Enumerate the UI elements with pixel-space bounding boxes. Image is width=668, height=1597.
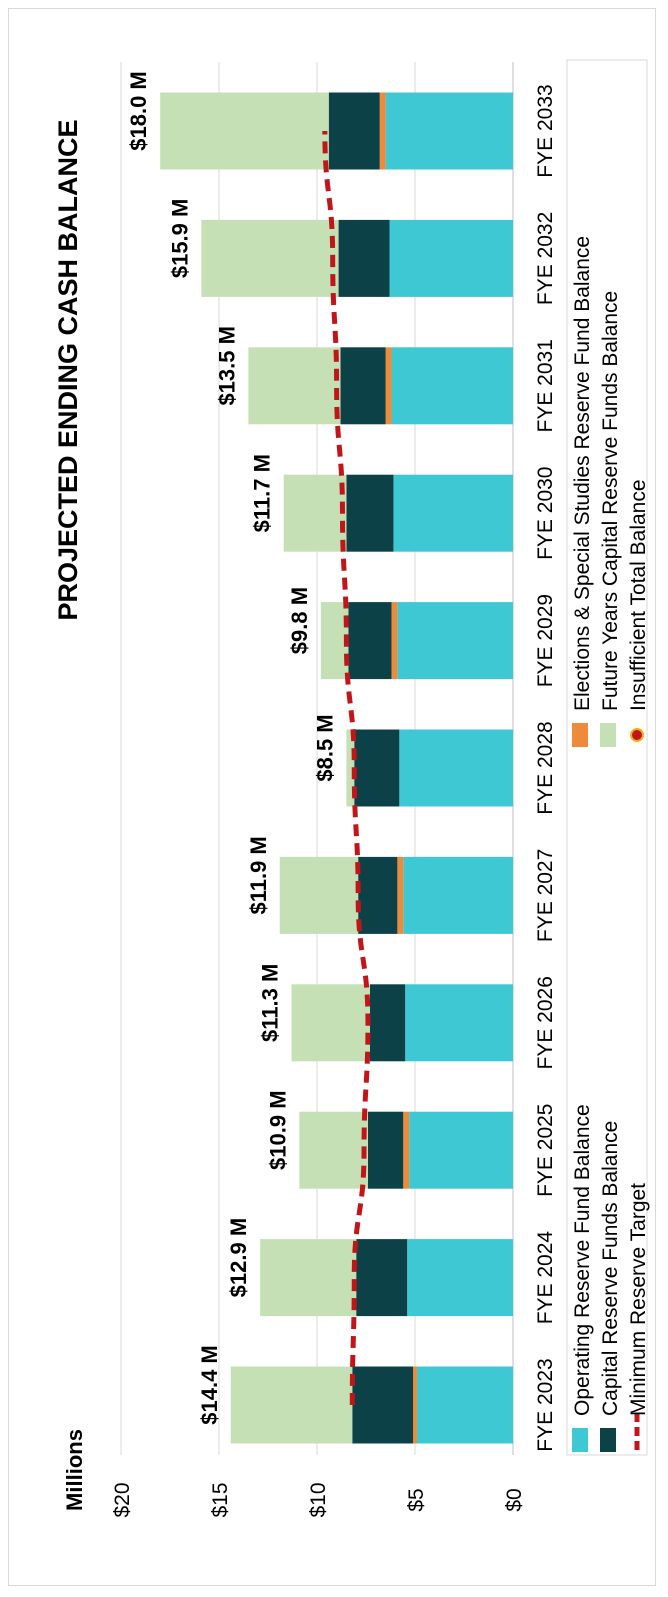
bar-segment — [416, 1366, 513, 1444]
x-tick-label: FYE 2031 — [534, 339, 557, 432]
legend-swatch — [572, 1428, 588, 1452]
data-label: $18.0 M — [126, 71, 151, 151]
x-tick-label: FYE 2032 — [534, 212, 557, 305]
legend-label: Insufficient Total Balance — [627, 479, 650, 711]
bar-segment — [299, 1111, 368, 1189]
x-tick-label: FYE 2027 — [534, 849, 557, 942]
data-label: $8.5 M — [312, 714, 337, 781]
bar-segment — [346, 474, 394, 552]
chart-text: $0 $5 $10 $15 $20 Millions PROJECTED ENDING CA… — [53, 71, 557, 1517]
data-label: $11.9 M — [246, 836, 271, 914]
bar-segment — [328, 92, 380, 170]
x-tick-label: FYE 2029 — [534, 594, 557, 687]
bar-segment — [369, 984, 406, 1062]
bar-segment — [348, 602, 392, 680]
bar-segment — [385, 347, 392, 425]
y-tick-label: $10 — [307, 1482, 330, 1517]
x-tick-label: FYE 2025 — [534, 1103, 557, 1196]
bar-segment — [338, 219, 390, 297]
data-label: $9.8 M — [287, 587, 312, 654]
legend-swatch — [600, 1428, 616, 1452]
x-tick-label: FYE 2028 — [534, 721, 557, 814]
bar-segment — [389, 219, 513, 297]
data-label: $13.5 M — [214, 326, 239, 406]
bar-segment — [385, 92, 513, 170]
legend: Operating Reserve Fund Balance Capital Re… — [566, 59, 650, 1456]
bar-segment — [160, 92, 329, 170]
stacked-bars — [160, 92, 513, 1444]
bar-segment — [409, 1111, 513, 1189]
data-label: $11.7 M — [250, 454, 275, 532]
legend-label: Future Years Capital Reserve Funds Balan… — [599, 291, 622, 711]
x-tick-label: FYE 2030 — [534, 466, 557, 559]
bar-segment — [201, 219, 339, 297]
bar-segment — [279, 856, 359, 934]
legend-label: Elections & Special Studies Reserve Fund… — [571, 236, 594, 711]
x-tick-label: FYE 2024 — [534, 1231, 557, 1325]
legend-swatch — [600, 723, 616, 747]
bar-segment — [358, 856, 398, 934]
bar-segment — [320, 602, 349, 680]
bar-segment — [403, 1111, 410, 1189]
bar-segment — [413, 1366, 417, 1444]
y-tick-label: $0 — [503, 1488, 526, 1511]
bar-segment — [260, 1239, 357, 1317]
bar-segment — [393, 474, 513, 552]
bar-segment — [356, 1239, 408, 1317]
data-label: $11.3 M — [258, 964, 283, 1042]
bar-segment — [248, 347, 341, 425]
y-axis-title: Millions — [62, 1429, 87, 1511]
data-label: $15.9 M — [167, 199, 192, 279]
bar-segment — [405, 984, 513, 1062]
y-tick-label: $5 — [405, 1488, 428, 1511]
bar-segment — [283, 474, 347, 552]
series-line — [322, 130, 371, 1406]
bar-segment — [379, 92, 386, 170]
bar-segment — [391, 347, 513, 425]
legend-box — [566, 59, 648, 1456]
y-tick-label: $15 — [209, 1482, 232, 1517]
bar-segment — [397, 856, 404, 934]
legend-swatch — [572, 723, 588, 747]
minimum-reserve-line — [322, 130, 371, 1406]
bar-segment — [367, 1111, 404, 1189]
chart-frame — [8, 8, 656, 1586]
x-tick-label: FYE 2023 — [534, 1358, 557, 1451]
bar-segment — [399, 729, 513, 807]
x-tick-label: FYE 2033 — [534, 84, 557, 177]
data-label: $10.9 M — [265, 1090, 290, 1170]
bar-segment — [230, 1366, 353, 1444]
bar-segment — [403, 856, 513, 934]
chart-title: PROJECTED ENDING CASH BALANCE — [53, 119, 83, 620]
bar-segment — [391, 602, 398, 680]
bar-segment — [340, 347, 386, 425]
bar-segment — [291, 984, 370, 1062]
x-tick-label: FYE 2026 — [534, 976, 557, 1069]
legend-label: Operating Reserve Fund Balance — [571, 1104, 594, 1416]
y-tick-label: $20 — [111, 1482, 134, 1517]
bar-segment — [397, 602, 513, 680]
bar-segment — [346, 729, 355, 807]
bar-segment — [352, 1366, 414, 1444]
legend-marker — [630, 728, 644, 742]
bar-segment — [354, 729, 400, 807]
data-label: $12.9 M — [226, 1218, 251, 1298]
legend-label: Capital Reserve Funds Balance — [599, 1121, 622, 1416]
bar-segment — [407, 1239, 513, 1317]
data-label: $14.4 M — [197, 1345, 222, 1425]
legend-label: Minimum Reserve Target — [627, 1183, 650, 1416]
